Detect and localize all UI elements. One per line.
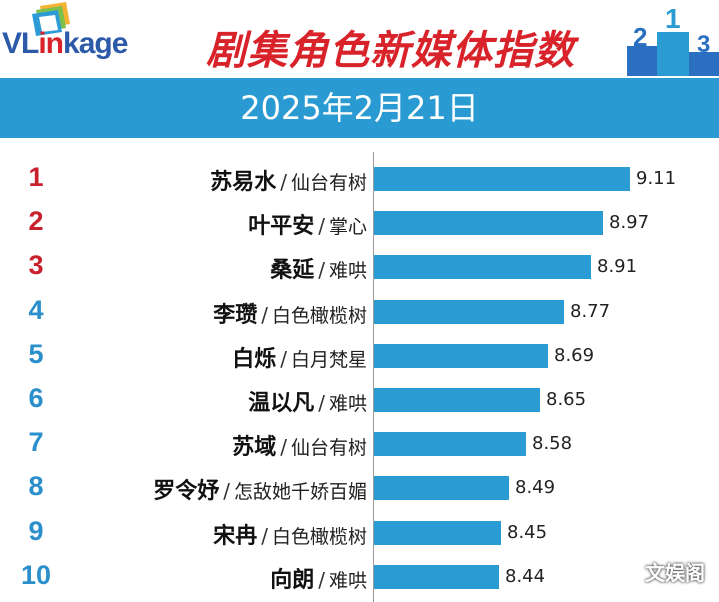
drama-name: 白月梵星 xyxy=(290,348,367,371)
separator: / xyxy=(280,346,287,371)
character-name: 苏域 xyxy=(232,435,277,461)
row-label: 苏易水 / 仙台有树 xyxy=(210,164,367,196)
chart-row: 3 桑延 / 难哄 8.91 xyxy=(0,246,719,290)
logo-text: VLinkage xyxy=(2,27,128,60)
bar xyxy=(374,432,526,457)
separator: / xyxy=(318,391,325,415)
bar xyxy=(374,211,603,236)
chart-row: 2 叶平安 / 掌心 8.97 xyxy=(0,202,719,246)
rank-number: 2 xyxy=(28,206,44,237)
character-name: 苏易水 xyxy=(210,170,277,195)
row-label: 李瓒 / 白色橄榄树 xyxy=(213,297,367,329)
podium-number-1: 1 xyxy=(665,3,681,34)
value-label: 8.77 xyxy=(570,300,611,322)
drama-name: 难哄 xyxy=(328,569,367,592)
drama-name: 掌心 xyxy=(328,216,367,239)
separator: / xyxy=(261,523,268,548)
bar xyxy=(374,343,548,368)
chart-row: 4 李瓒 / 白色橄榄树 8.77 xyxy=(0,291,719,335)
rank-number: 9 xyxy=(28,515,44,546)
row-label: 宋冉 / 白色橄榄树 xyxy=(213,518,367,550)
podium-icon: 2 1 3 xyxy=(627,3,719,76)
drama-name: 仙台有树 xyxy=(290,172,367,194)
value-label: 8.65 xyxy=(546,389,587,410)
drama-name: 仙台有树 xyxy=(290,437,367,460)
bar xyxy=(374,564,499,589)
row-label: 苏域 / 仙台有树 xyxy=(232,429,367,461)
row-label: 叶平安 / 掌心 xyxy=(248,208,367,240)
row-label: 白烁 / 白月梵星 xyxy=(232,341,367,373)
character-name: 罗令妤 xyxy=(153,479,220,505)
drama-name: 白色橄榄树 xyxy=(271,525,367,548)
character-name: 桑延 xyxy=(270,258,315,284)
character-name: 李瓒 xyxy=(213,302,258,328)
bar xyxy=(374,299,564,324)
drama-name: 白色橄榄树 xyxy=(271,304,367,327)
rank-number: 4 xyxy=(28,294,44,325)
bar xyxy=(374,255,591,280)
row-label: 罗令妤 / 怎敌她千娇百媚 xyxy=(153,473,367,505)
chart-row: 7 苏域 / 仙台有树 8.58 xyxy=(0,423,719,467)
row-label: 温以凡 / 难哄 xyxy=(248,385,367,417)
header: VLinkage 剧集角色新媒体指数 2 1 3 xyxy=(0,0,719,78)
character-name: 向朗 xyxy=(270,567,315,593)
drama-name: 怎敌她千娇百媚 xyxy=(233,481,367,504)
separator: / xyxy=(223,479,230,504)
rank-number: 6 xyxy=(28,383,44,413)
separator: / xyxy=(280,170,287,194)
character-name: 宋冉 xyxy=(213,523,258,549)
chart-row: 1 苏易水 / 仙台有树 9.11 xyxy=(0,158,719,202)
bar xyxy=(374,167,630,191)
chart-row: 8 罗令妤 / 怎敌她千娇百媚 8.49 xyxy=(0,467,719,511)
rank-number: 8 xyxy=(28,471,44,502)
chart-row: 5 白烁 / 白月梵星 8.69 xyxy=(0,335,719,379)
rank-number: 7 xyxy=(28,427,44,458)
value-label: 8.97 xyxy=(609,212,650,234)
value-label: 9.11 xyxy=(636,168,677,189)
rank-number: 5 xyxy=(28,338,44,369)
character-name: 温以凡 xyxy=(248,391,315,416)
drama-name: 难哄 xyxy=(328,393,367,415)
chart-title: 剧集角色新媒体指数 xyxy=(206,28,575,74)
logo-mark-icon xyxy=(32,2,70,36)
separator: / xyxy=(261,302,268,327)
separator: / xyxy=(318,214,325,239)
character-name: 叶平安 xyxy=(248,214,315,240)
chart-row: 6 温以凡 / 难哄 8.65 xyxy=(0,379,719,423)
bar xyxy=(374,388,540,412)
rank-number: 1 xyxy=(28,162,44,192)
row-label: 桑延 / 难哄 xyxy=(270,252,367,284)
separator: / xyxy=(318,258,325,283)
row-label: 向朗 / 难哄 xyxy=(270,562,367,594)
podium-number-3: 3 xyxy=(697,31,710,58)
separator: / xyxy=(318,567,325,592)
bar xyxy=(374,476,509,501)
value-label: 8.58 xyxy=(532,433,573,455)
chart-row: 9 宋冉 / 白色橄榄树 8.45 xyxy=(0,512,719,556)
watermark: 文娱阁 xyxy=(645,561,705,585)
bar-chart: 1 苏易水 / 仙台有树 9.11 2 叶平安 / 掌心 8.97 3 桑延 / 难哄 8.91 4 李瓒 / 白色… xyxy=(0,150,719,602)
value-label: 8.49 xyxy=(515,477,556,499)
axis-line xyxy=(373,152,374,602)
date-banner: 2025年2月21日 xyxy=(0,78,719,138)
separator: / xyxy=(280,435,287,460)
rank-number: 10 xyxy=(20,559,52,590)
value-label: 8.45 xyxy=(507,521,548,543)
chart-row: 10 向朗 / 难哄 8.44 xyxy=(0,556,719,600)
bar xyxy=(374,520,501,545)
character-name: 白烁 xyxy=(232,346,277,372)
value-label: 8.91 xyxy=(597,256,638,278)
rank-number: 3 xyxy=(28,250,44,281)
date-text: 2025年2月21日 xyxy=(240,89,479,127)
podium-number-2: 2 xyxy=(633,22,647,52)
value-label: 8.44 xyxy=(505,565,546,587)
value-label: 8.69 xyxy=(554,344,595,366)
drama-name: 难哄 xyxy=(328,260,367,283)
